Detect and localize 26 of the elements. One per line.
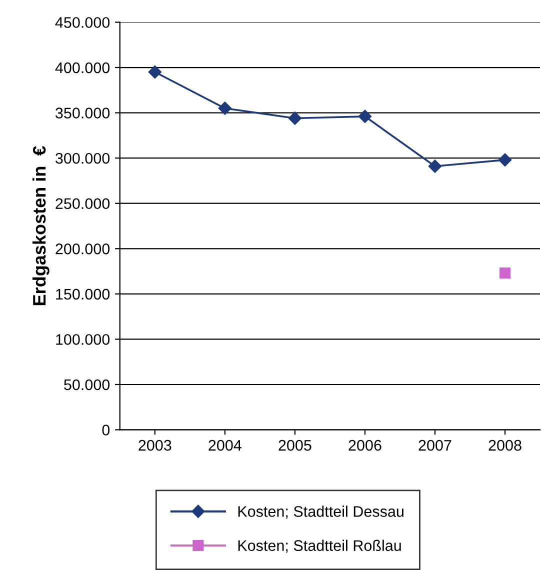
y-tick-label: 150.000 <box>56 288 110 300</box>
y-tick-label: 350.000 <box>56 108 110 118</box>
point <box>499 268 511 279</box>
point <box>498 153 512 166</box>
x-tick-label: 2004 <box>208 440 242 451</box>
y-axis-title: Erdgaskosten in € <box>32 146 50 306</box>
point <box>218 102 232 115</box>
y-tick-label: 250.000 <box>56 198 110 210</box>
point <box>358 110 372 124</box>
x-tick-label: 2007 <box>418 440 452 451</box>
legend-label: Kosten; Stadtteil Roßlau <box>238 540 401 553</box>
x-tick-label: 2006 <box>348 440 382 451</box>
legend-label: Kosten; Stadtteil Dessau <box>238 506 404 519</box>
y-tick-label: 300.000 <box>56 152 110 164</box>
y-tick-label: 0 <box>102 424 110 436</box>
point <box>288 112 302 125</box>
point <box>148 65 162 79</box>
y-tick-label: 450.000 <box>55 17 110 28</box>
y-tick-label: 50.000 <box>64 379 110 390</box>
x-tick-label: 2003 <box>138 440 172 451</box>
y-tick-label: 100.000 <box>56 334 110 345</box>
x-tick-label: 2008 <box>488 440 522 451</box>
y-tick-label: 200.000 <box>56 244 110 254</box>
y-tick-label: 400.000 <box>55 62 110 74</box>
x-tick-label: 2005 <box>278 440 312 451</box>
point <box>428 160 442 173</box>
